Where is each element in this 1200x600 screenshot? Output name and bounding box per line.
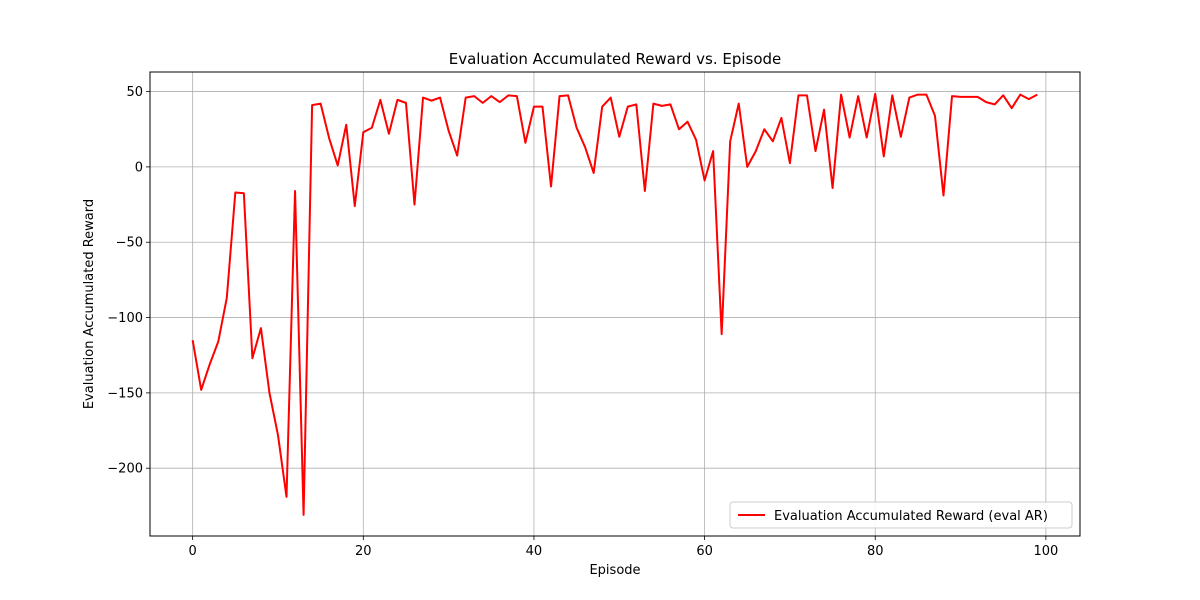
y-tick-label: 0 bbox=[135, 160, 143, 175]
y-tick-label: −50 bbox=[116, 236, 143, 251]
chart-title: Evaluation Accumulated Reward vs. Episod… bbox=[449, 50, 782, 68]
series-line bbox=[191, 92, 1038, 516]
y-tick-label: −100 bbox=[107, 311, 143, 326]
x-axis-title: Episode bbox=[589, 563, 640, 578]
plot-frame bbox=[149, 71, 1081, 537]
x-tick-label: 20 bbox=[355, 544, 372, 559]
plot-area bbox=[150, 72, 1080, 536]
x-tick-label: 40 bbox=[526, 544, 543, 559]
series-layer bbox=[191, 92, 1038, 516]
y-axis-title: Evaluation Accumulated Reward bbox=[82, 199, 97, 409]
legend: Evaluation Accumulated Reward (eval AR) bbox=[729, 501, 1073, 529]
legend-label: Evaluation Accumulated Reward (eval AR) bbox=[774, 509, 1048, 524]
y-tick-label: −150 bbox=[107, 386, 143, 401]
x-tick-label: 0 bbox=[189, 544, 197, 559]
y-tick-label: 50 bbox=[126, 85, 143, 100]
x-tick-label: 80 bbox=[867, 544, 884, 559]
grid-layer bbox=[150, 72, 1080, 536]
x-tick-label: 100 bbox=[1033, 544, 1058, 559]
legend-box bbox=[729, 501, 1073, 529]
x-tick-label: 60 bbox=[696, 544, 713, 559]
tick-layer: 0 20 40 60 80 100 50 0 −50 −100 −150 −200 bbox=[107, 85, 1058, 559]
y-tick-label: −200 bbox=[107, 462, 143, 477]
